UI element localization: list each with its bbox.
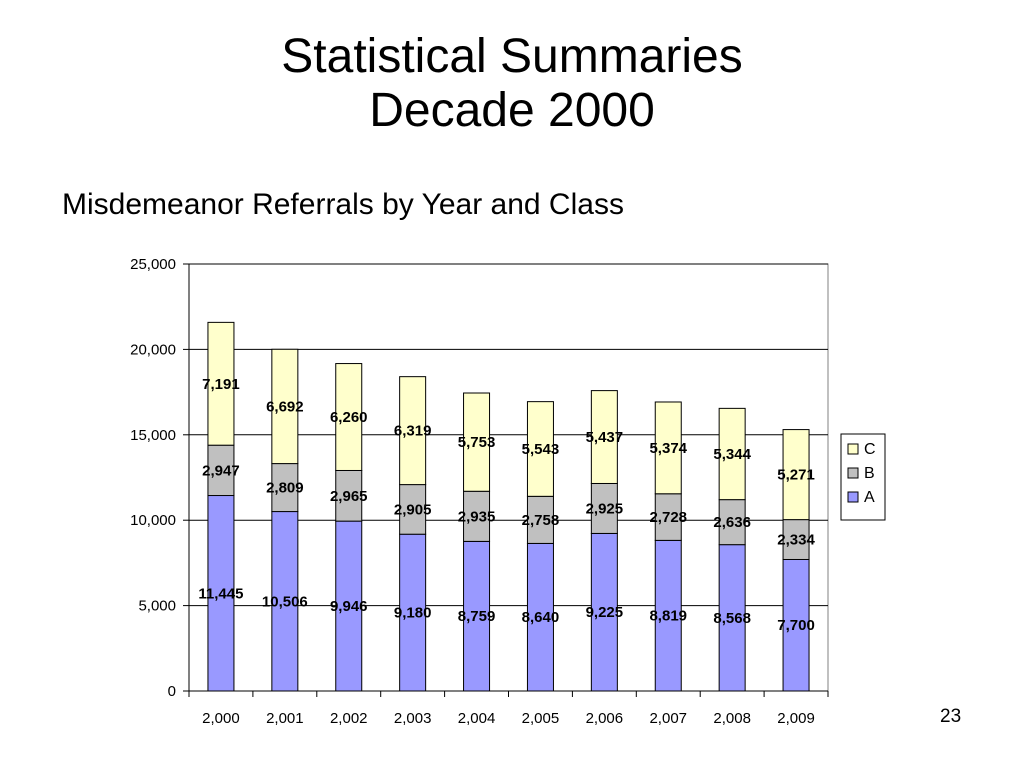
data-label-b: 2,965 [330,488,368,505]
data-label-b: 2,728 [649,509,687,526]
title-line-2: Decade 2000 [369,84,655,137]
legend-swatch-b [847,467,859,479]
data-label-a: 9,180 [394,605,432,622]
data-label-c: 5,543 [522,441,560,458]
legend-swatch-c [847,443,859,455]
bar-c [335,363,363,471]
data-label-a: 9,946 [330,598,368,615]
data-label-b: 2,636 [713,514,751,531]
x-tick-label: 2,003 [394,710,432,727]
y-tick-label: 15,000 [130,427,176,444]
data-label-a: 8,819 [649,608,687,625]
bar-a [718,544,746,692]
data-label-a: 8,568 [713,610,751,627]
x-tick-label: 2,009 [777,710,815,727]
data-label-b: 2,334 [777,532,815,549]
bar-c [526,401,554,497]
bar-a [526,542,554,692]
bar-c [271,348,299,465]
data-label-a: 7,700 [777,617,815,634]
data-label-a: 8,640 [522,609,560,626]
bar-c [207,321,235,446]
bar-b [590,482,618,534]
legend-swatch-a [847,491,859,503]
y-tick-label: 10,000 [130,512,176,529]
bar-b [526,495,554,544]
bar-c [590,390,618,484]
title-line-1: Statistical Summaries [281,30,743,83]
y-tick-label: 0 [168,683,176,700]
data-label-c: 6,260 [330,409,368,426]
data-label-c: 6,692 [266,398,304,415]
x-tick-label: 2,008 [713,710,751,727]
x-tick-label: 2,002 [330,710,368,727]
data-label-b: 2,809 [266,480,304,497]
data-label-b: 2,758 [522,512,560,529]
data-label-b: 2,947 [202,462,240,479]
data-label-c: 5,437 [586,429,624,446]
bar-a [399,533,427,692]
x-tick-label: 2,001 [266,710,304,727]
x-tick-label: 2,007 [649,710,687,727]
chart-subtitle: Misdemeanor Referrals by Year and Class [62,188,624,221]
data-label-c: 5,374 [649,440,687,457]
bar-b [654,493,682,541]
bar-a [590,532,618,692]
bar-c [463,392,491,492]
data-label-c: 5,344 [713,446,751,463]
bar-a [271,511,299,692]
y-tick-label: 25,000 [130,256,176,273]
slide-title: Statistical Summaries Decade 2000 [0,30,1024,138]
bar-b [335,469,363,522]
data-label-b: 2,905 [394,501,432,518]
bar-c [654,401,682,495]
data-label-a: 11,445 [198,585,243,602]
bar-b [207,444,235,497]
bar-b [782,519,810,560]
bar-c [399,376,427,486]
x-tick-label: 2,004 [458,710,496,727]
legend-label-a: A [864,489,875,506]
data-label-a: 10,506 [262,593,308,610]
bar-b [463,490,491,542]
data-label-c: 5,753 [458,434,496,451]
bar-c [782,429,810,521]
bar-b [718,499,746,546]
y-tick-label: 20,000 [130,341,176,358]
legend-label-b: B [864,465,875,482]
data-label-b: 2,925 [586,500,624,517]
bar-a [335,520,363,692]
x-tick-label: 2,006 [586,710,624,727]
bar-b [399,484,427,535]
x-tick-label: 2,005 [522,710,560,727]
x-tick-label: 2,000 [202,710,240,727]
data-label-a: 9,225 [586,604,624,621]
legend-label-c: C [864,441,876,458]
data-label-c: 7,191 [202,376,240,393]
data-label-a: 8,759 [458,608,496,625]
slide-number: 23 [940,706,962,727]
data-label-b: 2,935 [458,508,496,525]
data-label-c: 6,319 [394,423,432,440]
data-label-c: 5,271 [777,467,815,484]
y-tick-label: 5,000 [138,598,176,615]
bar-c [718,407,746,501]
bar-a [207,495,235,692]
